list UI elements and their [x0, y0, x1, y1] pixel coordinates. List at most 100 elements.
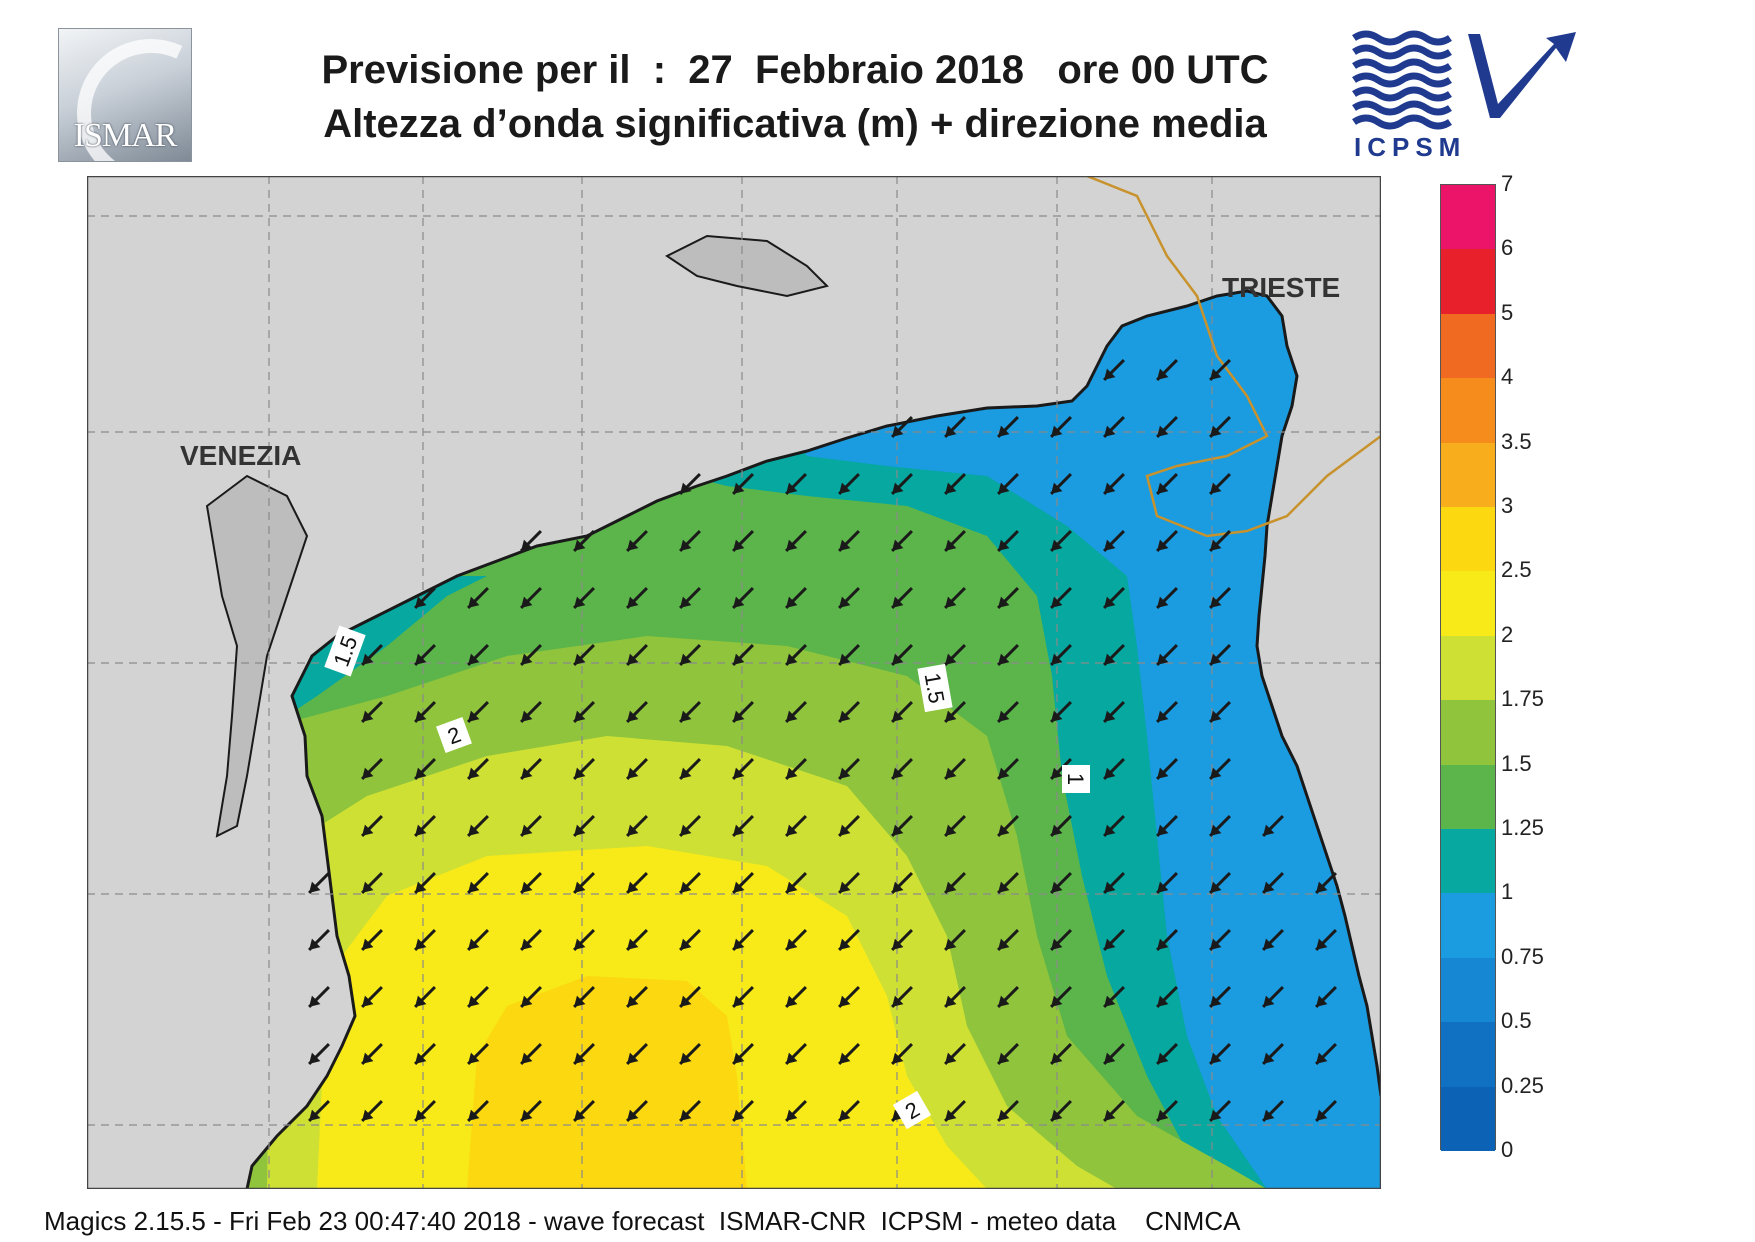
colorbar-tick-label: 0.75 — [1501, 943, 1544, 969]
wave-direction-arrow — [1050, 587, 1072, 609]
wave-direction-arrow — [520, 587, 542, 609]
wave-direction-arrow — [997, 530, 1019, 552]
wave-direction-arrow — [891, 530, 913, 552]
wave-direction-arrow — [1156, 758, 1178, 780]
wave-direction-arrow — [1262, 1043, 1284, 1065]
wave-direction-arrow — [520, 530, 542, 552]
wave-direction-arrow — [679, 815, 701, 837]
wave-direction-arrow — [1103, 1043, 1125, 1065]
colorbar-segment — [1441, 1022, 1495, 1087]
wave-direction-arrow — [785, 1100, 807, 1122]
wave-direction-arrow — [785, 1043, 807, 1065]
wave-direction-arrow — [1315, 929, 1337, 951]
colorbar-segment — [1441, 893, 1495, 958]
wave-direction-arrow — [573, 1100, 595, 1122]
wave-direction-arrow — [1156, 986, 1178, 1008]
wave-direction-arrow — [573, 1043, 595, 1065]
wave-direction-arrow — [626, 530, 648, 552]
wave-direction-arrow — [1209, 701, 1231, 723]
wave-direction-arrow — [1262, 986, 1284, 1008]
wave-direction-arrow — [891, 644, 913, 666]
wave-direction-arrow — [1262, 815, 1284, 837]
wave-direction-arrow — [997, 986, 1019, 1008]
wave-direction-arrow — [414, 872, 436, 894]
colorbar-tick-label: 1.75 — [1501, 686, 1544, 712]
colorbar-segment — [1441, 829, 1495, 894]
wave-direction-arrow — [944, 416, 966, 438]
wave-direction-arrow — [520, 929, 542, 951]
wave-direction-arrow — [467, 644, 489, 666]
wave-direction-arrow — [308, 929, 330, 951]
footer-credits: Magics 2.15.5 - Fri Feb 23 00:47:40 2018… — [44, 1206, 1241, 1236]
wave-direction-arrow — [1156, 701, 1178, 723]
wave-direction-arrow — [573, 815, 595, 837]
wave-direction-arrow — [732, 986, 754, 1008]
wave-direction-arrow — [414, 1100, 436, 1122]
colorbar-tick-label: 0.25 — [1501, 1072, 1544, 1098]
wave-direction-arrow — [573, 758, 595, 780]
wave-direction-arrow — [891, 416, 913, 438]
wave-direction-arrow — [997, 815, 1019, 837]
wave-direction-arrow — [1315, 1100, 1337, 1122]
wave-direction-arrow — [1156, 416, 1178, 438]
wave-direction-arrow — [573, 530, 595, 552]
wave-direction-arrow — [679, 758, 701, 780]
wave-direction-arrow — [467, 1043, 489, 1065]
wave-direction-arrow — [891, 872, 913, 894]
wave-direction-arrow — [1315, 872, 1337, 894]
wave-direction-arrow — [1156, 530, 1178, 552]
wave-direction-arrow — [997, 701, 1019, 723]
wave-direction-arrow — [1050, 1100, 1072, 1122]
wave-direction-arrow — [838, 815, 860, 837]
wave-direction-arrow — [785, 872, 807, 894]
wave-direction-arrow — [838, 587, 860, 609]
wave-direction-arrow — [732, 587, 754, 609]
wave-direction-arrow — [361, 986, 383, 1008]
wave-direction-arrow — [1209, 815, 1231, 837]
ismar-logo-text: ISMAR — [73, 117, 178, 154]
wave-direction-arrow — [997, 1043, 1019, 1065]
map-frame — [87, 176, 1381, 1189]
wave-direction-arrow — [1209, 644, 1231, 666]
wave-direction-arrow — [1156, 1043, 1178, 1065]
wave-direction-arrow — [785, 986, 807, 1008]
wave-direction-arrow — [785, 473, 807, 495]
wave-direction-arrow — [414, 644, 436, 666]
colorbar-segment — [1441, 185, 1495, 250]
wave-direction-arrow — [838, 644, 860, 666]
coastline — [245, 289, 1381, 1189]
colorbar-segment — [1441, 442, 1495, 507]
title-line-2: Altezza d’onda significativa (m) + direz… — [323, 102, 1267, 146]
wave-direction-arrow — [467, 701, 489, 723]
wave-direction-arrow — [679, 929, 701, 951]
wave-direction-arrow — [361, 815, 383, 837]
wave-direction-arrow — [944, 929, 966, 951]
wave-direction-arrow — [1050, 758, 1072, 780]
wave-direction-arrow — [732, 1043, 754, 1065]
wave-direction-arrow — [414, 815, 436, 837]
wave-direction-arrow — [520, 644, 542, 666]
wave-direction-arrow — [891, 758, 913, 780]
wave-direction-arrow — [1209, 1100, 1231, 1122]
wave-direction-arrow — [838, 758, 860, 780]
colorbar-segment — [1441, 957, 1495, 1023]
wave-direction-arrow — [573, 701, 595, 723]
wave-direction-arrow — [467, 815, 489, 837]
colorbar-tick-label: 0 — [1501, 1137, 1514, 1162]
wave-direction-arrow — [1103, 473, 1125, 495]
wave-direction-arrow — [414, 1043, 436, 1065]
wave-direction-arrow — [1103, 416, 1125, 438]
wave-direction-arrow — [520, 758, 542, 780]
wave-direction-arrow — [414, 758, 436, 780]
wave-direction-arrow — [1209, 986, 1231, 1008]
wave-direction-arrow — [1209, 359, 1231, 381]
wave-direction-arrow — [732, 758, 754, 780]
wave-direction-arrow — [573, 872, 595, 894]
wave-direction-arrow — [626, 929, 648, 951]
wave-direction-arrow — [1103, 758, 1125, 780]
colorbar — [1440, 184, 1496, 1151]
wave-direction-arrow — [467, 758, 489, 780]
contour-label-3: 1.5 — [917, 663, 953, 713]
svg-text:1: 1 — [1063, 773, 1088, 785]
wave-direction-arrow — [1050, 530, 1072, 552]
